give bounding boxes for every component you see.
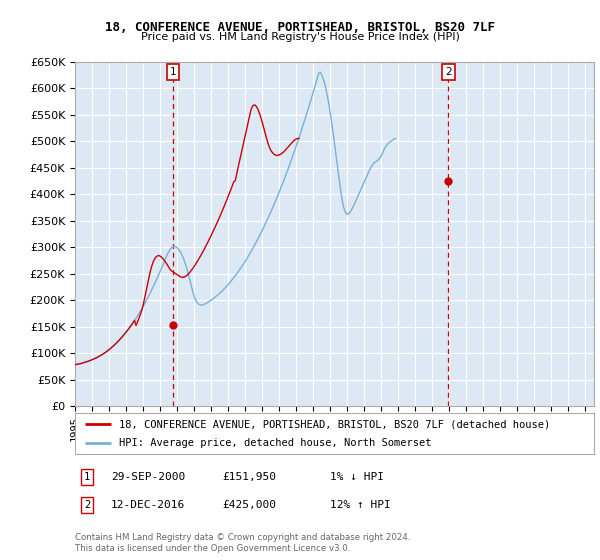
- Text: £425,000: £425,000: [222, 500, 276, 510]
- Text: Contains HM Land Registry data © Crown copyright and database right 2024.
This d: Contains HM Land Registry data © Crown c…: [75, 533, 410, 553]
- Text: 12% ↑ HPI: 12% ↑ HPI: [330, 500, 391, 510]
- Text: 1: 1: [170, 67, 176, 77]
- Text: 12-DEC-2016: 12-DEC-2016: [111, 500, 185, 510]
- Text: 18, CONFERENCE AVENUE, PORTISHEAD, BRISTOL, BS20 7LF: 18, CONFERENCE AVENUE, PORTISHEAD, BRIST…: [105, 21, 495, 34]
- Text: £151,950: £151,950: [222, 472, 276, 482]
- Text: 29-SEP-2000: 29-SEP-2000: [111, 472, 185, 482]
- Text: Price paid vs. HM Land Registry's House Price Index (HPI): Price paid vs. HM Land Registry's House …: [140, 32, 460, 43]
- Text: 1: 1: [84, 472, 90, 482]
- Text: 1% ↓ HPI: 1% ↓ HPI: [330, 472, 384, 482]
- Text: 2: 2: [445, 67, 452, 77]
- Text: HPI: Average price, detached house, North Somerset: HPI: Average price, detached house, Nort…: [119, 438, 431, 447]
- Text: 18, CONFERENCE AVENUE, PORTISHEAD, BRISTOL, BS20 7LF (detached house): 18, CONFERENCE AVENUE, PORTISHEAD, BRIST…: [119, 419, 550, 429]
- Text: 2: 2: [84, 500, 90, 510]
